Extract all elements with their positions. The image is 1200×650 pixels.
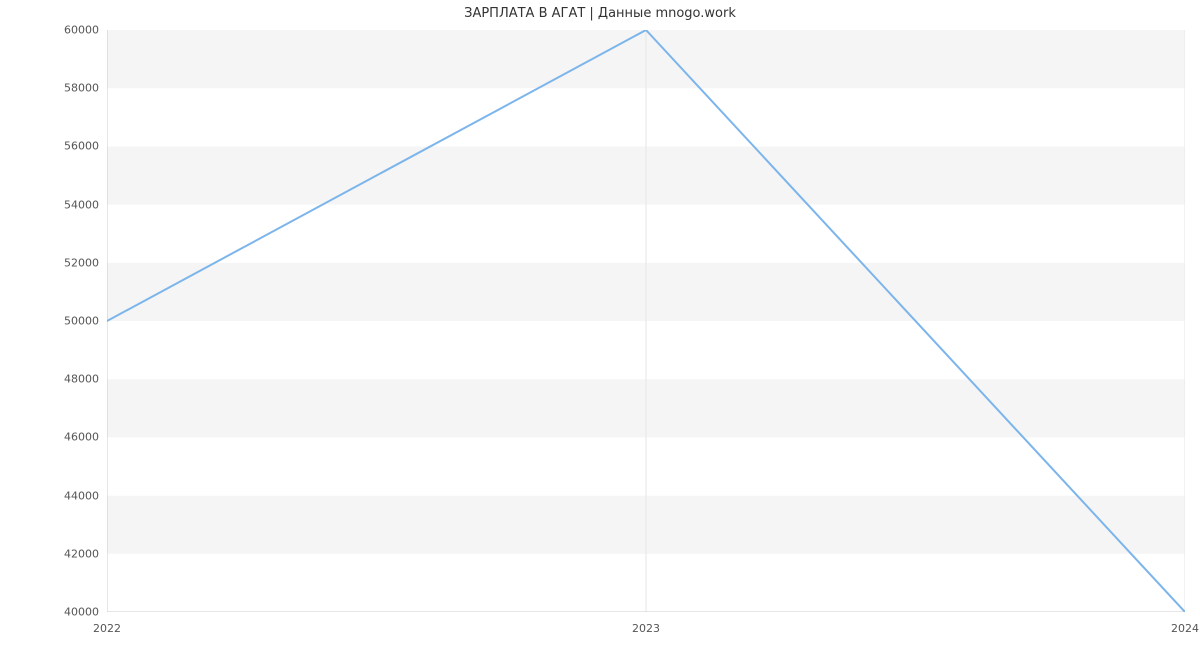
y-tick-label: 58000 <box>0 82 99 95</box>
chart-title: ЗАРПЛАТА В АГАТ | Данные mnogo.work <box>0 6 1200 21</box>
y-tick-label: 42000 <box>0 547 99 560</box>
chart-container: ЗАРПЛАТА В АГАТ | Данные mnogo.work 4000… <box>0 0 1200 650</box>
plot-svg <box>107 30 1185 612</box>
x-tick-label: 2024 <box>1171 622 1199 635</box>
x-tick-label: 2023 <box>632 622 660 635</box>
y-tick-label: 56000 <box>0 140 99 153</box>
y-tick-label: 50000 <box>0 315 99 328</box>
y-tick-label: 52000 <box>0 256 99 269</box>
y-tick-label: 60000 <box>0 24 99 37</box>
y-tick-label: 48000 <box>0 373 99 386</box>
y-tick-label: 46000 <box>0 431 99 444</box>
plot-area <box>107 30 1185 612</box>
y-tick-label: 44000 <box>0 489 99 502</box>
y-tick-label: 40000 <box>0 606 99 619</box>
y-tick-label: 54000 <box>0 198 99 211</box>
x-tick-label: 2022 <box>93 622 121 635</box>
